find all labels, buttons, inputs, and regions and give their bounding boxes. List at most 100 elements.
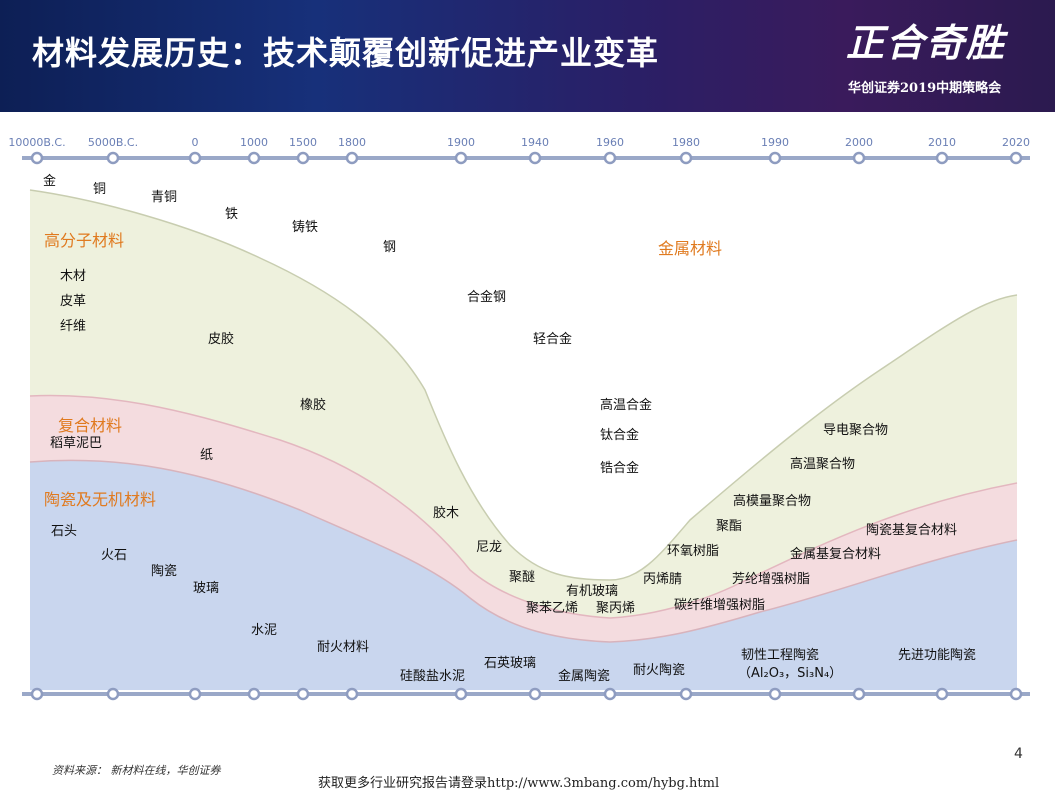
ceramic-item: 石英玻璃 [484, 656, 536, 671]
category-polymer: 高分子材料 [44, 231, 124, 250]
polymer-item: 橡胶 [300, 397, 326, 413]
metal-item: 高温合金 [600, 397, 652, 413]
bottom-axis-tick-label: 1900 [447, 710, 475, 712]
top-axis-tick-dot [1009, 151, 1023, 165]
bottom-axis-tick-dot [1009, 687, 1023, 701]
slide-header: 材料发展历史：技术颠覆创新促进产业变革 正合奇胜 华创证券2019中期策略会 [0, 0, 1055, 112]
top-axis-tick-label: 1980 [672, 136, 700, 149]
ceramic-item: （Al₂O₃，Si₃N₄） [738, 666, 842, 681]
polymer-top-edge [29, 189, 1018, 581]
polymer-item: 高温聚合物 [790, 456, 855, 472]
bottom-axis-tick-dot [935, 687, 949, 701]
bottom-axis-tick-dot [345, 687, 359, 701]
polymer-item: 聚酯 [716, 519, 742, 534]
top-axis-tick-dot [30, 151, 44, 165]
page-number: 4 [1014, 746, 1023, 762]
metal-item: 锆合金 [600, 460, 639, 476]
category-ceramic: 陶瓷及无机材料 [44, 490, 156, 509]
composite-item: 纸 [200, 448, 213, 463]
top-axis-tick-label: 5000B.C. [88, 136, 138, 149]
polymer-item: 聚苯乙烯 [526, 601, 578, 616]
polymer-item: 环氧树脂 [667, 544, 719, 559]
top-axis-tick-dot [528, 151, 542, 165]
source-note: 资料来源： 新材料在线，华创证券 [52, 764, 221, 777]
bottom-axis-tick-label: 1960 [596, 710, 624, 712]
top-axis-tick-label: 1900 [447, 136, 475, 149]
ceramic-item: 先进功能陶瓷 [898, 647, 976, 663]
metal-item: 铸铁 [292, 219, 318, 235]
top-axis-tick-label: 1800 [338, 136, 366, 149]
bottom-axis-tick-dot [679, 687, 693, 701]
bottom-axis-tick-dot [852, 687, 866, 701]
top-axis-tick-label: 1940 [521, 136, 549, 149]
metal-item: 铜 [93, 182, 106, 197]
bottom-axis-tick-label: 0 [192, 710, 199, 712]
metal-item: 青铜 [151, 190, 177, 205]
polymer-item: 有机玻璃 [566, 584, 618, 599]
top-axis-tick-dot [603, 151, 617, 165]
bottom-axis-tick-label: 1990 [761, 710, 789, 712]
bottom-axis-tick-dot [603, 687, 617, 701]
composite-item: 稻草泥巴 [50, 436, 102, 451]
ceramic-item: 水泥 [251, 623, 277, 638]
brand-logo: 正合奇胜 [846, 20, 1007, 65]
metal-item: 钛合金 [600, 427, 639, 443]
polymer-band [30, 190, 1017, 618]
composite-item: 陶瓷基复合材料 [866, 522, 957, 538]
bottom-axis-tick-dot [106, 687, 120, 701]
bottom-axis-tick-dot [454, 687, 468, 701]
ceramic-item: 硅酸盐水泥 [400, 669, 465, 684]
ceramic-item: 火石 [101, 548, 127, 563]
composite-item: 芳纶增强树脂 [732, 572, 810, 587]
polymer-item: 高模量聚合物 [733, 493, 811, 509]
bottom-axis-tick-label: 2000 [845, 710, 873, 712]
polymer-item: 聚丙烯 [596, 601, 635, 616]
composite-item: 碳纤维增强树脂 [674, 598, 765, 613]
top-axis-tick-label: 1990 [761, 136, 789, 149]
polymer-item: 丙烯腈 [643, 572, 682, 587]
polymer-item: 皮胶 [208, 331, 234, 347]
top-axis-tick-label: 2000 [845, 136, 873, 149]
composite-band [30, 395, 1017, 642]
polymer-item: 木材 [60, 269, 86, 284]
top-axis-tick-label: 0 [192, 136, 199, 149]
top-axis-tick-dot [106, 151, 120, 165]
bottom-axis-tick-label: 1800 [338, 710, 366, 712]
bottom-axis-tick-label: 1500 [289, 710, 317, 712]
top-axis-tick-dot [935, 151, 949, 165]
category-composite: 复合材料 [58, 416, 122, 435]
top-axis-tick-label: 10000B.C. [8, 136, 65, 149]
ceramic-item: 韧性工程陶瓷 [741, 647, 819, 663]
bottom-axis-tick-dot [296, 687, 310, 701]
bottom-axis-tick-label: 2010 [928, 710, 956, 712]
top-axis-tick-label: 1500 [289, 136, 317, 149]
bottom-axis-tick-label: 1980 [672, 710, 700, 712]
bottom-axis-tick-label: 1940 [521, 710, 549, 712]
top-axis-tick-dot [679, 151, 693, 165]
top-axis-tick-dot [247, 151, 261, 165]
top-axis-tick-label: 1960 [596, 136, 624, 149]
polymer-item: 尼龙 [476, 540, 502, 555]
ceramic-item: 石头 [51, 524, 77, 539]
composite-top-edge [29, 394, 1018, 619]
metal-item: 轻合金 [533, 331, 572, 347]
polymer-item: 导电聚合物 [823, 423, 888, 438]
top-axis-tick-dot [454, 151, 468, 165]
bottom-axis-tick-label: 5000B.C. [88, 710, 138, 712]
ceramic-item: 耐火材料 [317, 640, 369, 655]
top-axis-tick-label: 2010 [928, 136, 956, 149]
bottom-axis-tick-label: 2020 [1002, 710, 1030, 712]
bottom-axis-tick-label: 10000B.C. [8, 710, 65, 712]
metal-item: 铁 [225, 207, 238, 222]
conference-subtitle: 华创证券2019中期策略会 [848, 81, 1002, 96]
ceramic-item: 耐火陶瓷 [633, 662, 685, 678]
ceramic-band [30, 460, 1017, 690]
bottom-axis-tick-dot [247, 687, 261, 701]
polymer-item: 皮革 [60, 294, 86, 309]
ceramic-item: 玻璃 [193, 581, 219, 596]
composite-item: 金属基复合材料 [790, 546, 881, 562]
bottom-axis-tick-dot [188, 687, 202, 701]
ceramic-item: 陶瓷 [151, 563, 177, 579]
slide-title: 材料发展历史：技术颠覆创新促进产业变革 [32, 34, 660, 72]
top-axis-tick-label: 1000 [240, 136, 268, 149]
